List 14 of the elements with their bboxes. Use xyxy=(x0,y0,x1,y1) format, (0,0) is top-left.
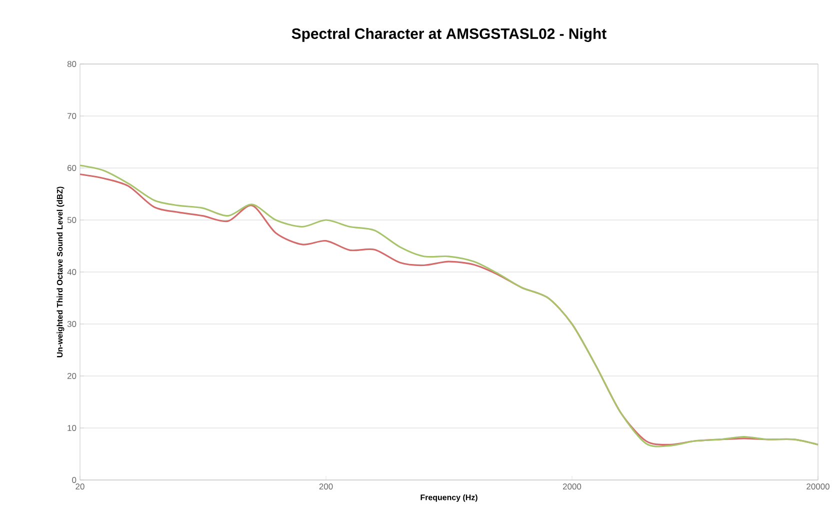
y-tick-label: 20 xyxy=(67,373,76,379)
y-tick-label: 80 xyxy=(67,61,76,67)
y-tick-label: 30 xyxy=(67,321,76,327)
chart-title: Spectral Character at AMSGSTASL02 - Night xyxy=(292,28,606,42)
y-tick-label: 10 xyxy=(68,425,76,431)
y-tick-label: 70 xyxy=(68,113,76,119)
x-tick-label: 200 xyxy=(319,484,333,490)
x-tick-label: 20 xyxy=(76,484,84,490)
y-tick-label: 50 xyxy=(67,217,76,223)
y-tick-label: 60 xyxy=(68,165,76,171)
y-tick-label: 40 xyxy=(67,269,76,275)
y-tick-label: 0 xyxy=(72,477,76,483)
x-tick-label: 20000 xyxy=(806,484,830,490)
x-tick-label: 2000 xyxy=(563,484,582,490)
